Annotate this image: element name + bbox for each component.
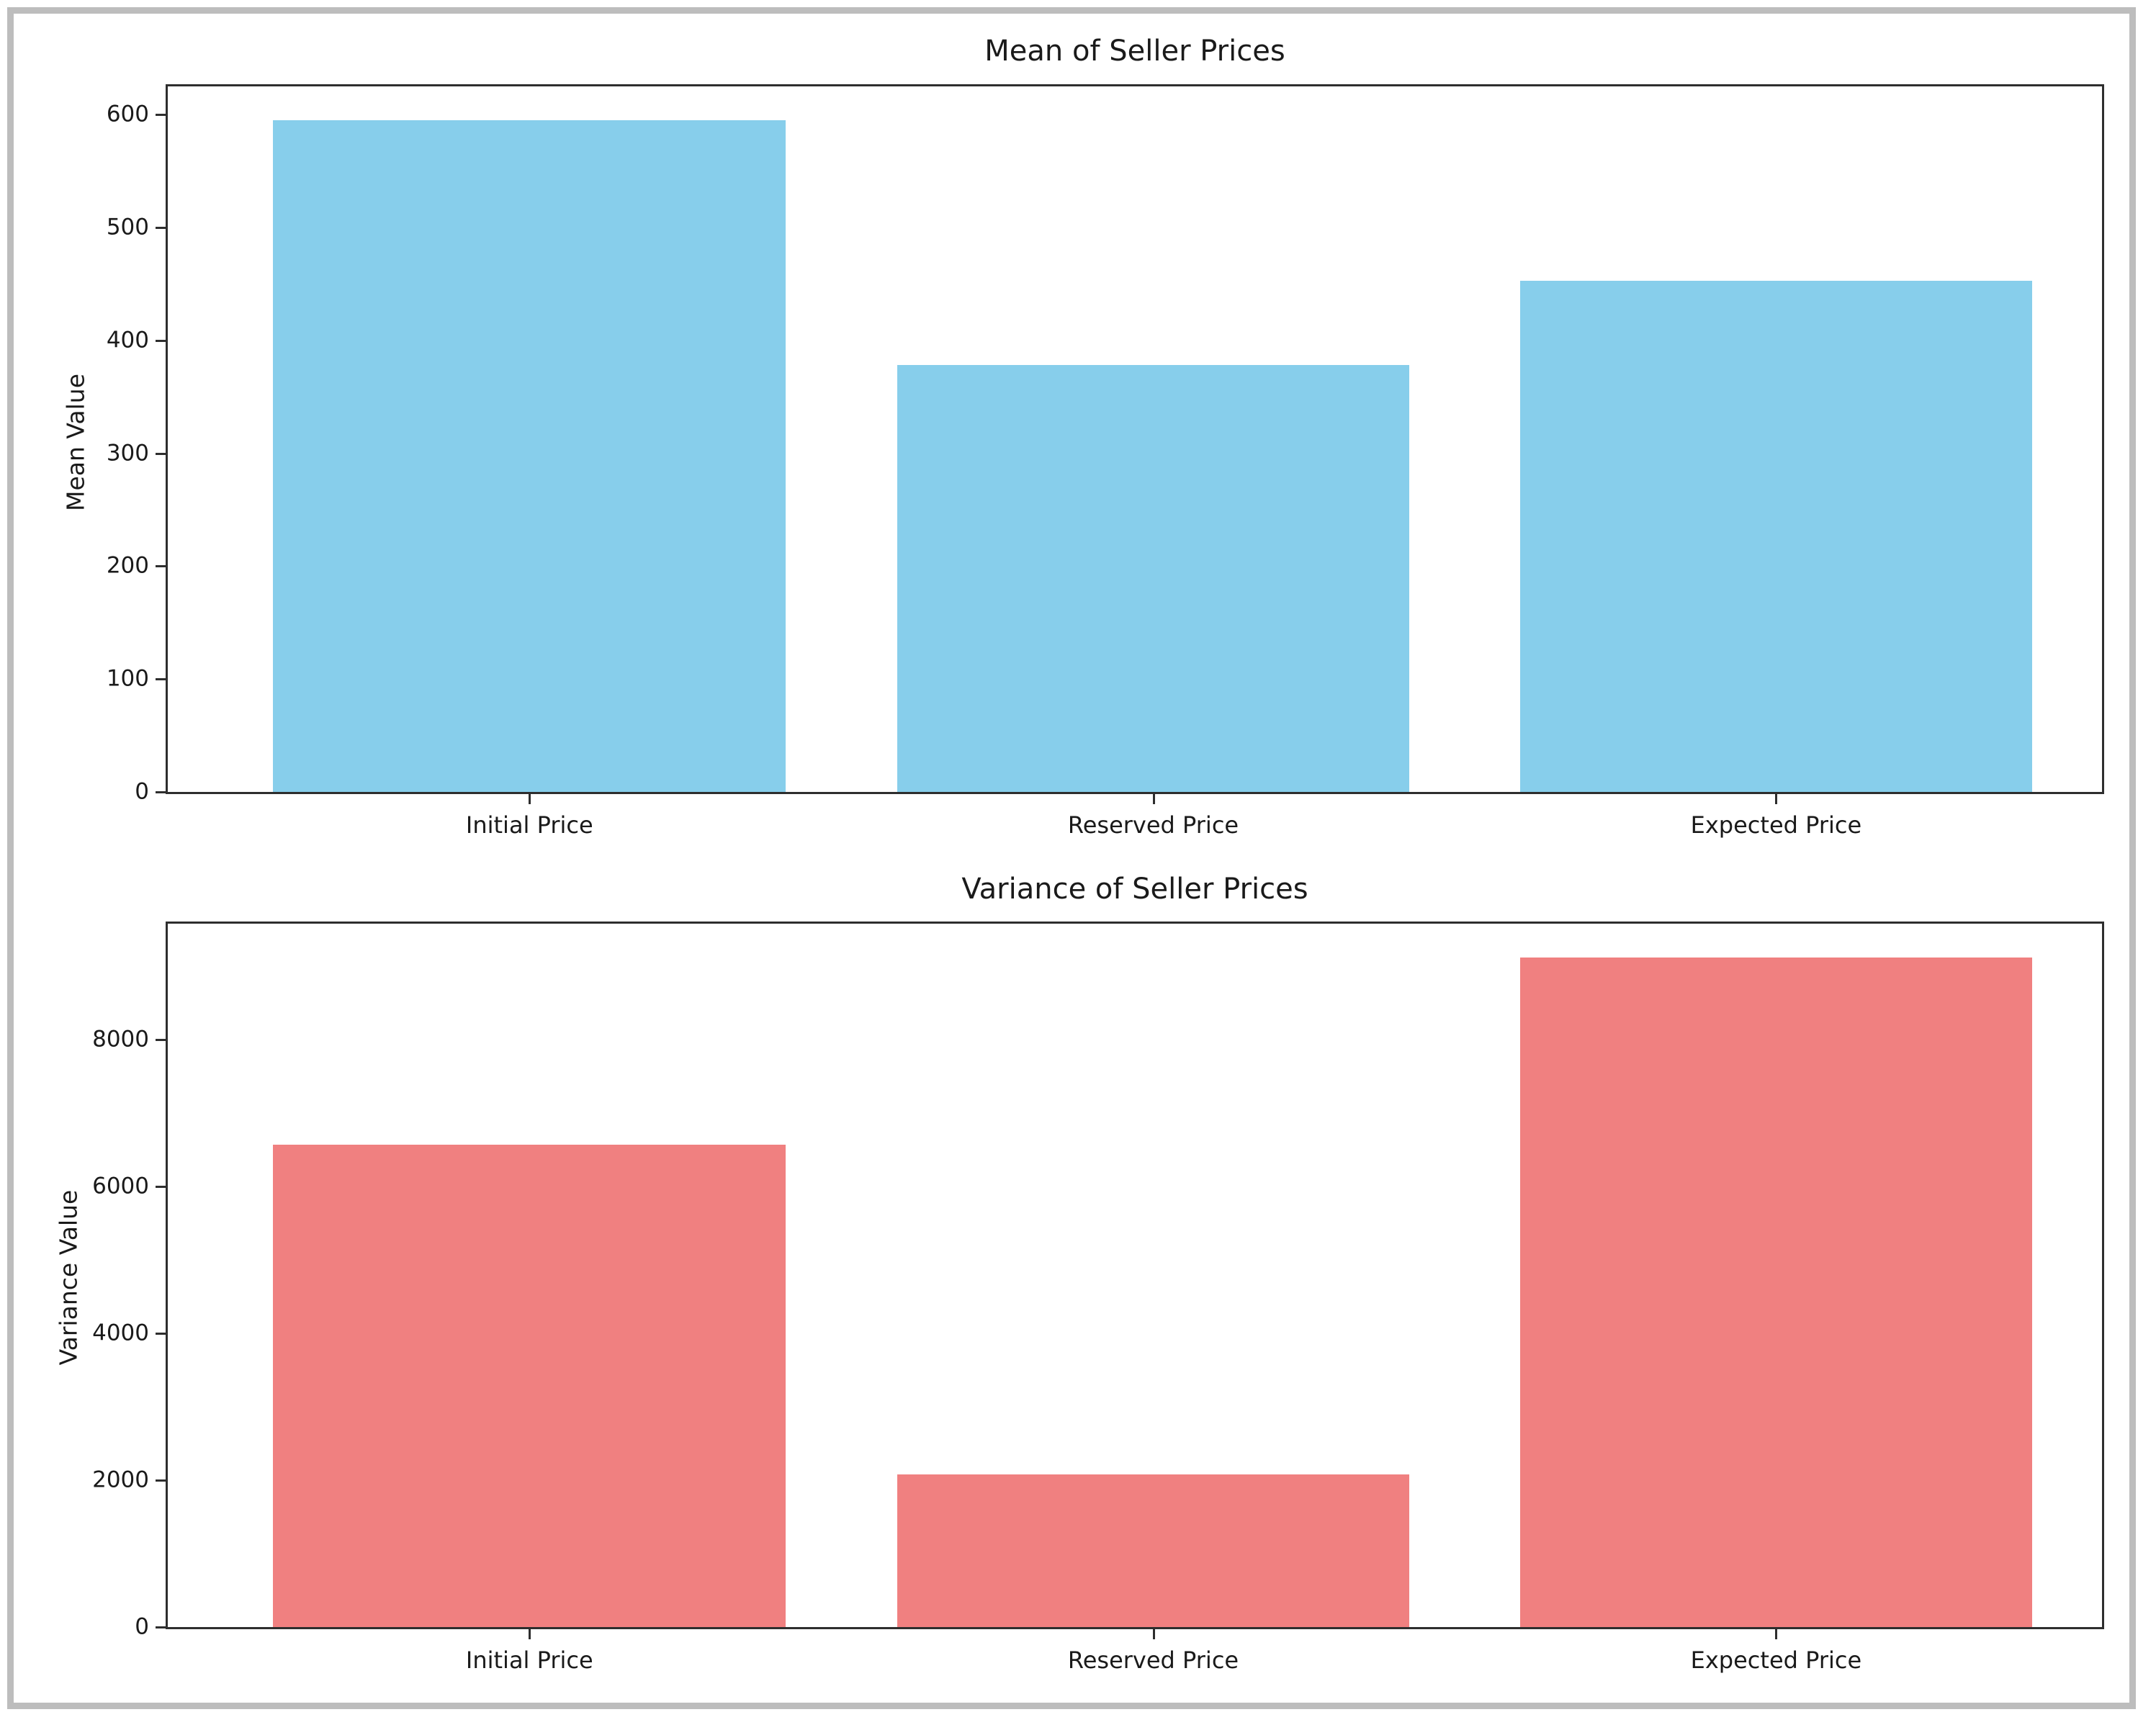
y-tick-mark [156, 1039, 166, 1042]
y-tick-label: 300 [106, 440, 149, 467]
variance-chart-title: Variance of Seller Prices [961, 873, 1308, 906]
x-tick-label-expected-price: Expected Price [1690, 811, 1862, 839]
y-tick-mark [156, 678, 166, 681]
bar-initial-price [273, 1144, 786, 1627]
y-tick-label: 500 [106, 214, 149, 240]
y-tick-mark [156, 452, 166, 455]
y-tick-label: 0 [135, 778, 149, 805]
y-tick-label: 4000 [92, 1320, 149, 1346]
y-tick-mark [156, 791, 166, 793]
x-tick-mark [1152, 1629, 1155, 1639]
x-tick-mark [529, 794, 531, 804]
y-tick-mark [156, 1186, 166, 1189]
mean-chart-plot-area: 0 100 200 300 400 500 600 Initial Price Reserved… [107, 84, 2104, 837]
bar-expected-price [1519, 957, 2033, 1627]
y-tick-label: 8000 [92, 1026, 149, 1053]
x-tick-label-expected-price: Expected Price [1690, 1646, 1862, 1674]
x-tick-mark [1152, 794, 1155, 804]
x-tick-mark [1775, 794, 1778, 804]
bar-expected-price [1519, 280, 2033, 792]
y-tick-mark [156, 1626, 166, 1628]
x-tick-mark [1775, 1629, 1778, 1639]
bar-initial-price [273, 120, 786, 792]
y-tick-mark [156, 565, 166, 568]
x-tick-mark [529, 1629, 531, 1639]
bar-reserved-price [897, 1474, 1410, 1627]
y-tick-mark [156, 1333, 166, 1335]
y-tick-mark [156, 1479, 166, 1482]
y-tick-mark [156, 339, 166, 342]
y-tick-mark [156, 227, 166, 229]
y-tick-label: 100 [106, 665, 149, 692]
y-tick-label: 0 [135, 1613, 149, 1640]
y-tick-mark [156, 114, 166, 117]
y-tick-label: 6000 [92, 1173, 149, 1199]
y-tick-label: 400 [106, 327, 149, 353]
variance-chart-plot-area: 0 2000 4000 6000 8000 Initial Price Reserved P… [92, 922, 2104, 1672]
bar-reserved-price [897, 365, 1410, 792]
x-tick-label-reserved-price: Reserved Price [1067, 811, 1239, 839]
y-tick-label: 2000 [92, 1467, 149, 1493]
y-tick-label: 600 [106, 101, 149, 127]
x-tick-label-reserved-price: Reserved Price [1067, 1646, 1239, 1674]
x-tick-label-initial-price: Initial Price [465, 1646, 593, 1674]
mean-chart-title: Mean of Seller Prices [984, 35, 1285, 68]
y-tick-label: 200 [106, 552, 149, 579]
x-tick-label-initial-price: Initial Price [465, 811, 593, 839]
